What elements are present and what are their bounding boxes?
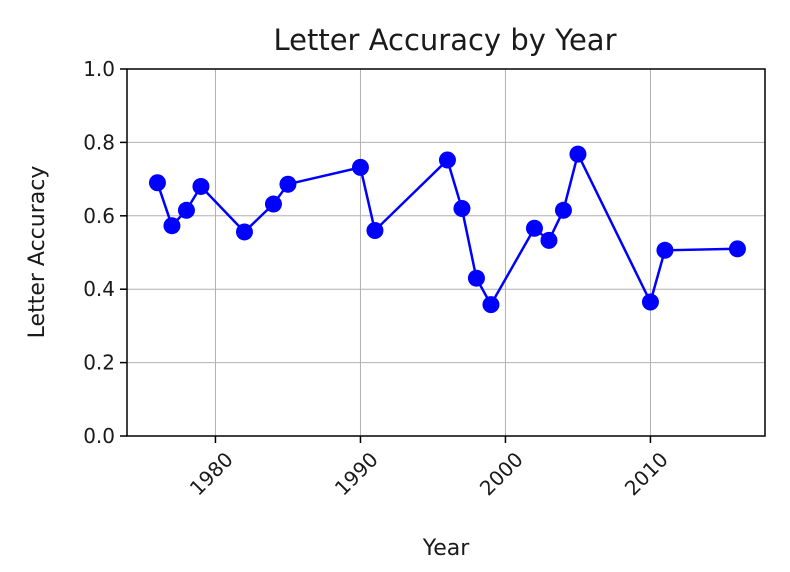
- data-point: [163, 217, 181, 235]
- data-point: [641, 293, 659, 311]
- data-point: [366, 221, 384, 239]
- y-axis: 0.0 0.2 0.4 0.6 0.8 1.0: [83, 57, 127, 448]
- data-point: [554, 201, 572, 219]
- data-point: [728, 240, 746, 258]
- series-line: [156, 150, 738, 308]
- y-axis-label: Letter Accuracy: [25, 166, 50, 339]
- y-tick-label: 0.6: [83, 204, 115, 228]
- data-point: [235, 223, 253, 241]
- data-point: [453, 199, 471, 217]
- data-point: [177, 201, 195, 219]
- data-point: [467, 269, 485, 287]
- chart-title: Letter Accuracy by Year: [273, 23, 616, 57]
- x-tick-label: 1980: [185, 447, 238, 500]
- data-point: [148, 174, 166, 192]
- data-point: [438, 151, 456, 169]
- data-point: [540, 231, 558, 249]
- series-layer: [148, 145, 746, 314]
- data-point: [279, 175, 297, 193]
- data-point: [482, 296, 500, 314]
- y-tick-label: 0.4: [83, 277, 115, 301]
- x-tick-label: 2000: [475, 447, 528, 500]
- y-tick-label: 1.0: [83, 57, 115, 81]
- x-tick-label: 2010: [620, 447, 673, 500]
- y-tick-label: 0.0: [83, 424, 115, 448]
- y-tick-label: 0.2: [83, 351, 115, 375]
- data-point: [656, 241, 674, 259]
- data-point: [525, 219, 543, 237]
- plot-frame: [126, 68, 766, 437]
- data-point: [192, 177, 210, 195]
- data-point: [264, 195, 282, 213]
- x-axis-label: Year: [422, 536, 471, 561]
- x-tick-label: 1990: [330, 447, 383, 500]
- data-point: [569, 145, 587, 163]
- data-point: [351, 158, 369, 176]
- y-tick-label: 0.8: [83, 130, 115, 154]
- x-axis: 1980 1990 2000 2010: [185, 436, 673, 500]
